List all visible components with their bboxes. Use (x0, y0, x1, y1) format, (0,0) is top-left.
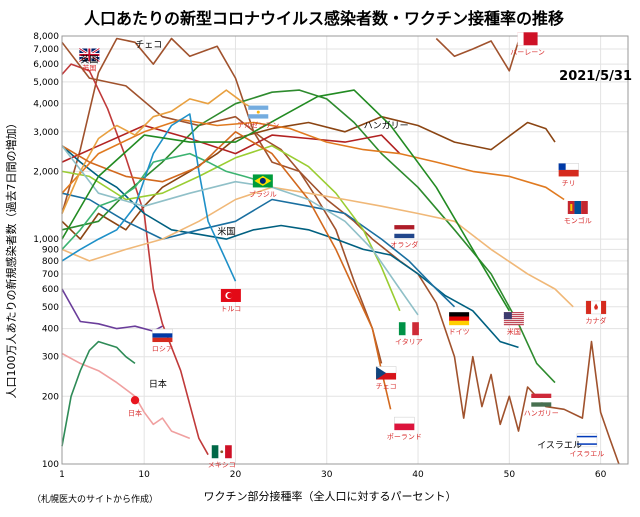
series-label-1: バーレーン (510, 48, 545, 56)
series-label-14: トルコ (220, 305, 241, 313)
x-tick-label-6: 60 (595, 470, 607, 480)
y-tick-label-13: 5,000 (33, 78, 59, 88)
y-axis-label: 人口100万人あたりの新規感染者数（過去7日間の増加） (4, 118, 18, 399)
x-axis-label: ワクチン部分接種率（全人口に対するパーセント） (204, 489, 457, 503)
y-tick-label-16: 8,000 (33, 32, 59, 42)
y-tick-label-0: 100 (42, 460, 59, 470)
y-tick-label-10: 2,000 (33, 167, 59, 177)
flag-czech-icon (376, 367, 396, 380)
y-tick-label-3: 400 (42, 325, 59, 335)
flag-poland-icon (394, 417, 414, 430)
y-tick-label-6: 700 (42, 270, 59, 280)
series-label-11: モンゴル (564, 216, 592, 225)
x-tick-label-3: 30 (321, 470, 333, 480)
series-label-12: アルゼンチン (237, 121, 279, 130)
y-tick-label-14: 6,000 (33, 60, 59, 70)
y-tick-label-2: 300 (42, 353, 59, 363)
y-tick-label-8: 900 (42, 245, 59, 255)
y-tick-label-15: 7,000 (33, 45, 59, 55)
flag-japan-icon (131, 396, 139, 404)
y-tick-label-7: 800 (42, 257, 59, 267)
flag-mongolia-icon (568, 201, 588, 214)
flag-mexico-icon (212, 445, 232, 458)
flag-germany-icon (449, 312, 469, 325)
flag-canada-icon (586, 301, 606, 314)
date-label: 2021/5/31 (559, 69, 632, 84)
flag-chile-icon (559, 163, 579, 176)
x-tick-label-4: 40 (412, 470, 424, 480)
flag-bahrain-icon (518, 32, 538, 45)
flag-turkey-icon (221, 289, 241, 302)
series-label-15: ロシア (152, 345, 173, 353)
series-label-13: ブラジル (249, 189, 277, 198)
y-tick-label-12: 4,000 (33, 100, 59, 110)
flag-russia-icon (152, 329, 172, 342)
series-label-10: カナダ (586, 316, 607, 325)
series-label-5: ハンガリー (524, 409, 559, 418)
series-label-8: イタリア (395, 337, 423, 346)
y-tick-label-1: 200 (42, 392, 59, 402)
source-note: （札幌医大のサイトから作成） (32, 493, 158, 505)
x-tick-label-0: 1 (59, 470, 65, 480)
series-label-6: 米国 (507, 327, 521, 336)
annotation-2: ハンガリー (364, 121, 409, 132)
annotation-1: 英国 (80, 53, 98, 65)
annotation-5: イスラエル (537, 440, 582, 451)
x-tick-label-5: 50 (504, 470, 516, 480)
flag-brazil-icon (253, 174, 273, 187)
series-label-2: チリ (562, 179, 576, 187)
flag-italy-icon (399, 322, 419, 335)
chart-title: 人口あたりの新型コロナウイルス感染者数・ワクチン接種率の推移 (84, 9, 564, 28)
series-label-4: チェコ (376, 383, 397, 391)
series-label-18: ポーランド (387, 433, 422, 441)
series-label-7: ドイツ (449, 328, 470, 336)
y-tick-label-4: 500 (42, 303, 59, 313)
x-tick-label-1: 10 (138, 470, 150, 480)
annotation-4: 日本 (149, 378, 167, 390)
y-tick-label-9: 1,000 (33, 235, 59, 245)
flag-usa-icon (504, 312, 524, 325)
flag-argentina-icon (248, 106, 268, 119)
y-tick-label-11: 3,000 (33, 128, 59, 138)
flag-hungary-icon (531, 394, 551, 407)
series-label-9: オランダ (390, 240, 418, 249)
series-label-16: 日本 (128, 409, 142, 418)
annotation-3: 米国 (217, 225, 235, 237)
series-label-0: イスラエル (570, 450, 605, 458)
annotation-0: チェコ (135, 40, 162, 51)
x-tick-label-2: 20 (230, 470, 242, 480)
flag-netherlands-icon (394, 225, 414, 238)
series-label-17: メキシコ (208, 461, 236, 469)
y-tick-label-5: 600 (42, 285, 59, 295)
